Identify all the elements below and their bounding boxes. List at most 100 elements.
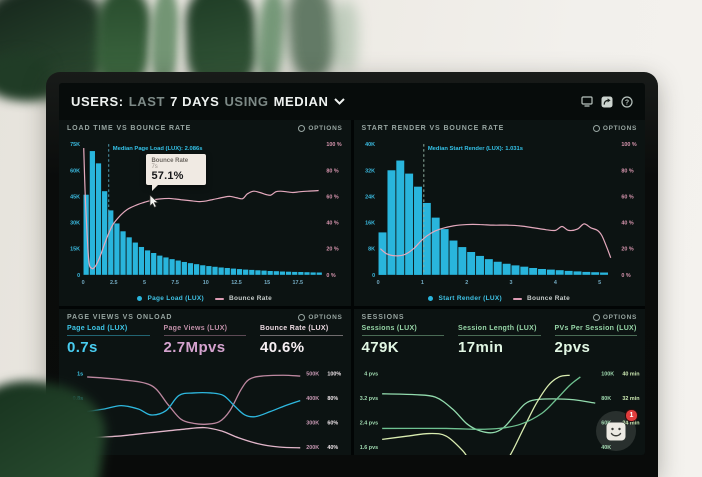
mouse-cursor bbox=[150, 195, 160, 209]
svg-text:0 %: 0 % bbox=[326, 273, 336, 279]
gear-icon bbox=[592, 314, 600, 321]
chevron-down-icon bbox=[333, 98, 345, 105]
gear-icon bbox=[592, 125, 600, 132]
gear-icon bbox=[298, 314, 306, 321]
tooltip-value: 57.1% bbox=[151, 170, 184, 183]
page-views-line-chart[interactable]: 1s0.8s0.6s0.4s500K100%400K80%300K60%200K… bbox=[59, 359, 351, 455]
panel-start-render-vs-bounce-rate: START RENDER VS BOUNCE RATE OPTIONS Medi… bbox=[353, 120, 646, 306]
metric-bounce-rate: Bounce Rate (LUX) 40.6% bbox=[260, 325, 343, 356]
metric-label: Page Load (LUX) bbox=[67, 325, 128, 332]
tooltip-x-value: 7s bbox=[151, 164, 158, 171]
display-icon[interactable] bbox=[580, 95, 593, 108]
tooltip-series-label: Bounce Rate bbox=[151, 158, 189, 165]
svg-text:1s: 1s bbox=[77, 372, 83, 378]
laptop: USERS: LAST 7 DAYS USING MEDIAN bbox=[46, 72, 658, 477]
legend-line-marker bbox=[214, 297, 224, 300]
svg-text:60K: 60K bbox=[70, 168, 80, 174]
svg-text:2.5: 2.5 bbox=[110, 280, 118, 286]
svg-text:300K: 300K bbox=[306, 421, 319, 427]
metric-value: 0.7s bbox=[67, 339, 98, 356]
users-range-selector[interactable]: USERS: LAST 7 DAYS USING MEDIAN bbox=[71, 94, 345, 109]
sessions-line-chart[interactable]: 4 pvs 3.2 pvs 2.4 pvs 1.6 pvs 100K 40 min 80K 3… bbox=[354, 359, 646, 455]
metric-page-load: Page Load (LUX) 0.7s bbox=[67, 325, 150, 356]
chat-widget-button[interactable]: 1 bbox=[596, 409, 638, 451]
svg-text:2.4 pvs: 2.4 pvs bbox=[359, 421, 377, 427]
metric-label: Session Length (LUX) bbox=[458, 325, 537, 332]
share-icon[interactable] bbox=[600, 95, 613, 108]
svg-text:15K: 15K bbox=[70, 247, 80, 253]
plant-leaf bbox=[0, 54, 50, 98]
svg-text:0: 0 bbox=[376, 280, 379, 286]
plant-leaf bbox=[332, 0, 358, 72]
options-button[interactable]: OPTIONS bbox=[592, 314, 637, 321]
panel-title: SESSIONS bbox=[361, 314, 405, 321]
metric-page-views: Page Views (LUX) 2.7Mpvs bbox=[163, 325, 246, 356]
svg-text:100 %: 100 % bbox=[326, 142, 342, 148]
legend-label: Page Load (LUX) bbox=[147, 295, 204, 302]
svg-text:200K: 200K bbox=[306, 445, 319, 451]
svg-text:60 %: 60 % bbox=[326, 194, 339, 200]
svg-text:80%: 80% bbox=[327, 396, 338, 402]
svg-text:Median Page Load (LUX): 2.086s: Median Page Load (LUX): 2.086s bbox=[113, 146, 203, 152]
svg-text:24 min: 24 min bbox=[622, 421, 639, 427]
help-icon[interactable]: ? bbox=[620, 95, 633, 108]
svg-text:20 %: 20 % bbox=[326, 247, 339, 253]
metric-divider bbox=[67, 335, 150, 336]
svg-text:30K: 30K bbox=[70, 221, 80, 227]
svg-text:60%: 60% bbox=[327, 421, 338, 427]
users-label: USERS: bbox=[71, 94, 124, 109]
metric-value: 17min bbox=[458, 339, 504, 356]
svg-text:60 %: 60 % bbox=[621, 194, 634, 200]
svg-text:17.5: 17.5 bbox=[293, 280, 304, 286]
svg-text:100 %: 100 % bbox=[621, 142, 637, 148]
start-render-histogram-chart[interactable]: Median Start Render (LUX): 1.031s 40K 32K 2… bbox=[354, 134, 646, 291]
metric-divider bbox=[260, 335, 343, 336]
metric-value: 2pvs bbox=[554, 339, 591, 356]
svg-text:40%: 40% bbox=[327, 445, 338, 451]
metric-value: 479K bbox=[361, 339, 399, 356]
svg-text:100%: 100% bbox=[327, 372, 341, 378]
legend-line-marker bbox=[513, 297, 522, 300]
svg-text:Median Start Render (LUX): 1.0: Median Start Render (LUX): 1.031s bbox=[427, 146, 522, 152]
range-value: 7 DAYS bbox=[170, 94, 220, 109]
svg-text:80 %: 80 % bbox=[621, 168, 634, 174]
options-button[interactable]: OPTIONS bbox=[298, 125, 342, 132]
metric-label: Bounce Rate (LUX) bbox=[260, 325, 329, 332]
svg-text:32 min: 32 min bbox=[622, 396, 639, 402]
options-button[interactable]: OPTIONS bbox=[592, 125, 637, 132]
svg-text:40 %: 40 % bbox=[326, 221, 339, 227]
svg-text:24K: 24K bbox=[365, 194, 375, 200]
svg-text:1: 1 bbox=[420, 280, 423, 286]
legend-label: Bounce Rate bbox=[527, 295, 571, 302]
svg-text:400K: 400K bbox=[306, 396, 319, 402]
svg-text:80K: 80K bbox=[601, 396, 611, 402]
metric-label: Page Views (LUX) bbox=[163, 325, 228, 332]
svg-text:500K: 500K bbox=[306, 372, 319, 378]
svg-text:75K: 75K bbox=[70, 142, 80, 148]
metric-divider bbox=[361, 335, 444, 336]
svg-text:0 %: 0 % bbox=[621, 273, 631, 279]
svg-text:16K: 16K bbox=[365, 221, 375, 227]
svg-text:0: 0 bbox=[82, 280, 85, 286]
svg-text:15: 15 bbox=[264, 280, 270, 286]
svg-text:7.5: 7.5 bbox=[171, 280, 179, 286]
panel-title: PAGE VIEWS VS ONLOAD bbox=[67, 314, 173, 321]
plant-leaf bbox=[254, 0, 288, 83]
svg-text:10: 10 bbox=[203, 280, 209, 286]
panel-title: LOAD TIME VS BOUNCE RATE bbox=[67, 125, 192, 132]
svg-text:40K: 40K bbox=[365, 142, 375, 148]
svg-text:5: 5 bbox=[143, 280, 146, 286]
chart-tooltip: Bounce Rate 7s 57.1% bbox=[146, 154, 207, 192]
svg-text:12.5: 12.5 bbox=[231, 280, 242, 286]
panel-sessions: SESSIONS OPTIONS Sessions (LUX) 479K bbox=[353, 309, 646, 455]
svg-text:3.2 pvs: 3.2 pvs bbox=[359, 396, 377, 402]
svg-text:8K: 8K bbox=[368, 247, 375, 253]
load-time-histogram-chart[interactable]: Median Page Load (LUX): 2.086s 75K 60K 45K 3… bbox=[59, 134, 351, 291]
svg-text:0: 0 bbox=[77, 273, 80, 279]
legend-label: Start Render (LUX) bbox=[438, 295, 502, 302]
options-button[interactable]: OPTIONS bbox=[298, 314, 342, 321]
metric-label: PVs Per Session (LUX) bbox=[554, 325, 637, 332]
metric-divider bbox=[163, 335, 246, 336]
metric-sessions: Sessions (LUX) 479K bbox=[361, 325, 444, 356]
